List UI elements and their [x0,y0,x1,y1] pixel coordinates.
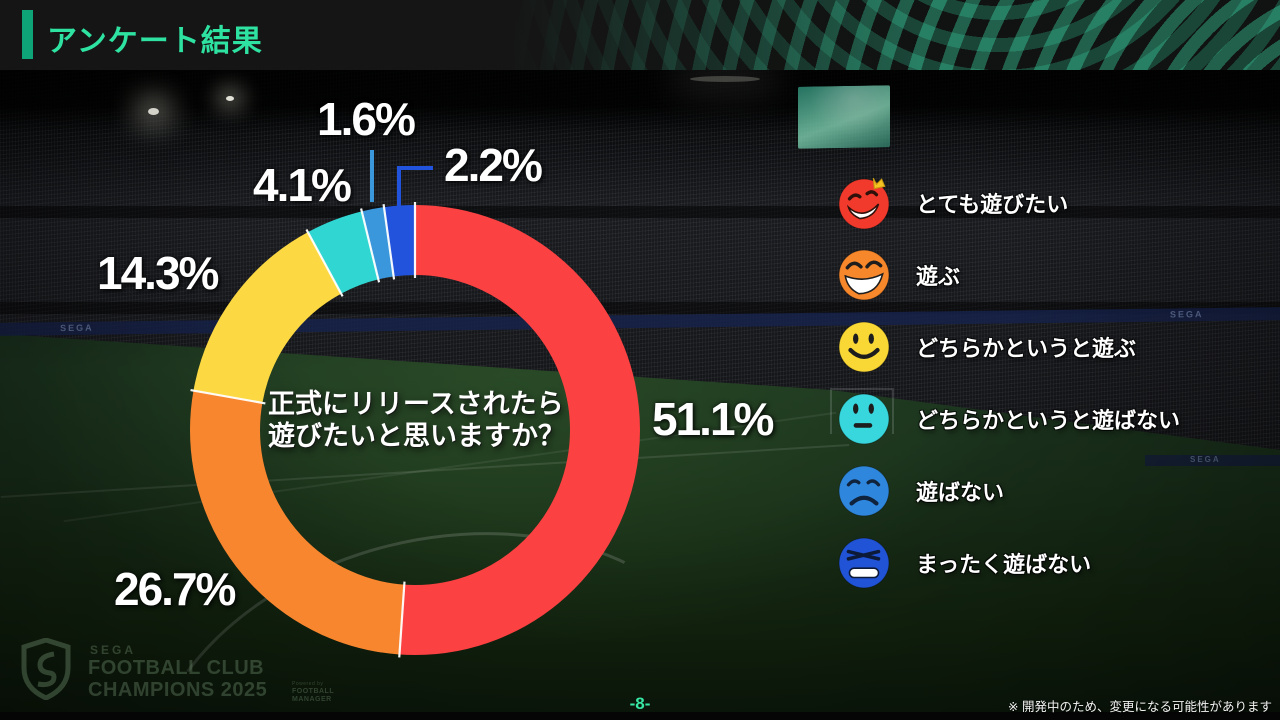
center-question-line2: 遊びたいと思いますか？ [268,421,565,451]
legend-item-play: 遊ぶ [836,247,1180,303]
disclaimer-text: ※ 開発中のため、変更になる可能性があります [1008,700,1272,714]
center-question-line1: 正式にリリースされたら [268,389,564,419]
face-crown-grin-icon [838,177,890,230]
face-neutral-icon [838,393,890,445]
shield-logo-icon [21,638,71,700]
legend-label: とても遊びたい [916,192,1069,217]
leader-line-2-2 [397,166,401,206]
page-title: アンケート結果 [47,25,263,58]
pct-label-51-1: 51.1% [652,393,774,445]
watermark-powered-by: Powered by FOOTBALL MANAGER [292,681,335,703]
legend: とても遊びたい 遊ぶ どちらかというと遊ぶ [836,175,1180,591]
pct-label-2-2: 2.2% [444,139,543,191]
legend-item-somewhat-play: どちらかというと遊ぶ [836,319,1180,375]
face-laugh-icon [838,249,890,301]
legend-label: どちらかというと遊ばない [916,408,1181,433]
legend-item-not-play: 遊ばない [836,463,1180,519]
stadium-background: SEGA SEGA SEGA SEGA [0,70,1280,720]
header-bar: アンケート結果 [0,0,1280,70]
leader-line-1-6 [370,150,374,202]
pct-label-4-1: 4.1% [253,159,352,211]
donut-chart [190,202,640,658]
watermark-line1: FOOTBALL CLUB [88,657,265,679]
pct-label-26-7: 26.7% [114,563,236,615]
pct-label-1-6: 1.6% [317,93,416,145]
center-question: 正式にリリースされたら 遊びたいと思いますか？ [268,388,565,452]
face-smile-icon [838,321,890,373]
legend-label: どちらかというと遊ぶ [916,336,1137,361]
legend-label: 遊ぶ [916,264,961,289]
face-sad-icon [838,465,890,517]
watermark-line2: CHAMPIONS 2025 [88,679,268,701]
legend-item-never-play: まったく遊ばない [836,535,1180,591]
pct-label-14-3: 14.3% [97,247,219,299]
page-number: -8- [629,694,651,713]
legend-item-somewhat-not-play: どちらかというと遊ばない [836,391,1180,447]
watermark-sega-text: SEGA [90,643,137,657]
footer-strip [0,712,1280,720]
legend-item-very-want: とても遊びたい [836,175,1180,231]
legend-label: 遊ばない [916,480,1005,505]
face-grimace-icon [838,537,890,589]
leader-line-2-2 [397,166,433,170]
legend-label: まったく遊ばない [916,552,1092,577]
title-accent-bar [22,10,33,59]
